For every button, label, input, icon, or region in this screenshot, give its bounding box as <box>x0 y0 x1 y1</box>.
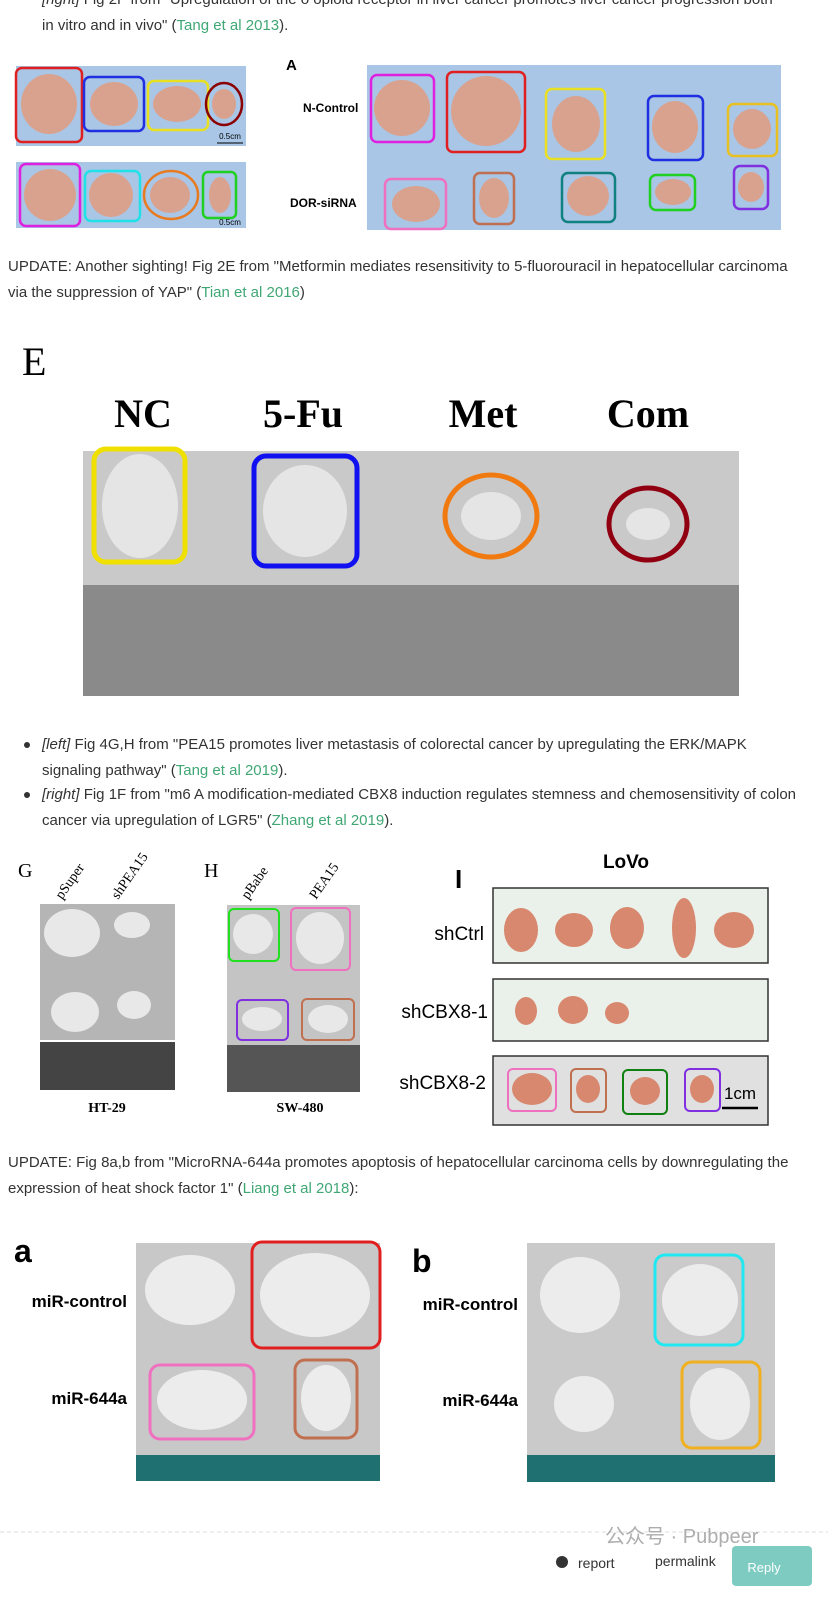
citation-link[interactable]: Zhang et al 2019 <box>271 812 385 829</box>
row-label: N-Control <box>303 101 358 115</box>
highlight-boxes <box>148 1240 382 1441</box>
tumors <box>504 898 754 1105</box>
panel-label: a <box>14 1233 32 1269</box>
row-label: shCBX8-1 <box>401 1002 488 1023</box>
ruler <box>83 585 739 696</box>
column-label: PEA15 <box>307 861 342 903</box>
column-label: pSuper <box>53 861 88 902</box>
row-label: miR-644a <box>51 1389 127 1408</box>
panel-label: G <box>18 860 32 882</box>
group-label: Met <box>449 391 519 436</box>
figure-caption: HT-29 <box>88 1101 126 1116</box>
reply-label[interactable]: Reply <box>747 1560 781 1575</box>
scale-label: 1cm <box>724 1084 756 1103</box>
update-body: UPDATE: Another sighting! Fig 2E from "M… <box>8 258 788 301</box>
watermark: 公众号 · Pubpeer <box>605 1525 759 1548</box>
panel-label: H <box>204 860 218 882</box>
report-icon <box>556 1556 568 1568</box>
scale-label: 0.5cm <box>219 132 241 141</box>
ruler <box>40 1042 175 1090</box>
citation-link[interactable]: Tang et al 2013 <box>176 17 280 34</box>
bullet-dot <box>24 742 30 748</box>
intro-prefix: [right] <box>42 0 80 8</box>
intro-suffix: ). <box>279 17 289 34</box>
highlight-boxes <box>228 907 355 1041</box>
tumors <box>145 1253 370 1431</box>
row-label: DOR-siRNA <box>290 196 357 210</box>
figure-caption: SW-480 <box>277 1101 324 1116</box>
bullet-prefix: [left] <box>42 736 71 753</box>
scale-label: 0.5cm <box>219 218 241 227</box>
figure-title: LoVo <box>603 852 649 873</box>
citation-link[interactable]: Liang et al 2018 <box>242 1180 350 1197</box>
group-label: NC <box>114 391 172 436</box>
panel-label: A <box>286 57 297 74</box>
highlight-boxes <box>369 70 779 231</box>
bullet-body: Fig 4G,H from "PEA15 promotes liver meta… <box>42 736 747 779</box>
tumors <box>102 454 670 558</box>
bullet-dot <box>24 792 30 798</box>
tumors <box>540 1257 750 1440</box>
update-text: UPDATE: Fig 8a,b from "MicroRNA-644a pro… <box>8 1150 798 1202</box>
bullet-prefix: [right] <box>42 786 80 803</box>
highlight-boxes <box>653 1253 762 1450</box>
column-label: pBabe <box>239 864 272 902</box>
row-label: shCtrl <box>434 924 484 945</box>
tumors <box>233 912 348 1033</box>
tumors <box>374 76 771 222</box>
group-label: Com <box>607 391 689 436</box>
report-link[interactable]: report <box>578 1555 615 1571</box>
update-suffix: ): <box>349 1180 359 1197</box>
panel-label: I <box>455 864 462 894</box>
update-suffix: ) <box>299 284 305 301</box>
bullet-item: [right] Fig 1F from "m6 A modification-m… <box>42 782 802 834</box>
bullet-suffix: ). <box>278 762 288 779</box>
highlight-boxes <box>507 1068 721 1115</box>
permalink-link[interactable]: permalink <box>655 1553 717 1569</box>
row-label: miR-644a <box>442 1391 518 1410</box>
highlight-boxes <box>91 446 690 569</box>
panel-label: E <box>22 339 46 384</box>
citation-link[interactable]: Tang et al 2019 <box>175 762 279 779</box>
update-text: UPDATE: Another sighting! Fig 2E from "M… <box>8 254 788 306</box>
row-label: miR-control <box>32 1292 127 1311</box>
intro-body: Fig 2F from "Upregulation of the δ opioi… <box>42 0 773 34</box>
citation-link[interactable]: Tian et al 2016 <box>201 284 300 301</box>
ruler <box>136 1455 380 1481</box>
update-body: UPDATE: Fig 8a,b from "MicroRNA-644a pro… <box>8 1154 789 1197</box>
panel-label: b <box>412 1243 432 1279</box>
tumors <box>44 909 151 1032</box>
highlight-boxes <box>14 66 244 228</box>
bullet-body: Fig 1F from "m6 A modification-mediated … <box>42 786 797 829</box>
row-label: shCBX8-2 <box>399 1073 486 1094</box>
group-label: 5-Fu <box>263 391 343 436</box>
row-label: miR-control <box>423 1295 518 1314</box>
column-label: shPEA15 <box>109 850 152 902</box>
ruler <box>527 1455 775 1482</box>
bullet-suffix: ). <box>384 812 394 829</box>
intro-text: [right] Fig 2F from "Upregulation of the… <box>42 0 782 39</box>
ruler <box>227 1045 360 1092</box>
reply-button[interactable] <box>732 1546 812 1586</box>
tumors <box>21 74 236 221</box>
bullet-item: [left] Fig 4G,H from "PEA15 promotes liv… <box>42 732 802 784</box>
